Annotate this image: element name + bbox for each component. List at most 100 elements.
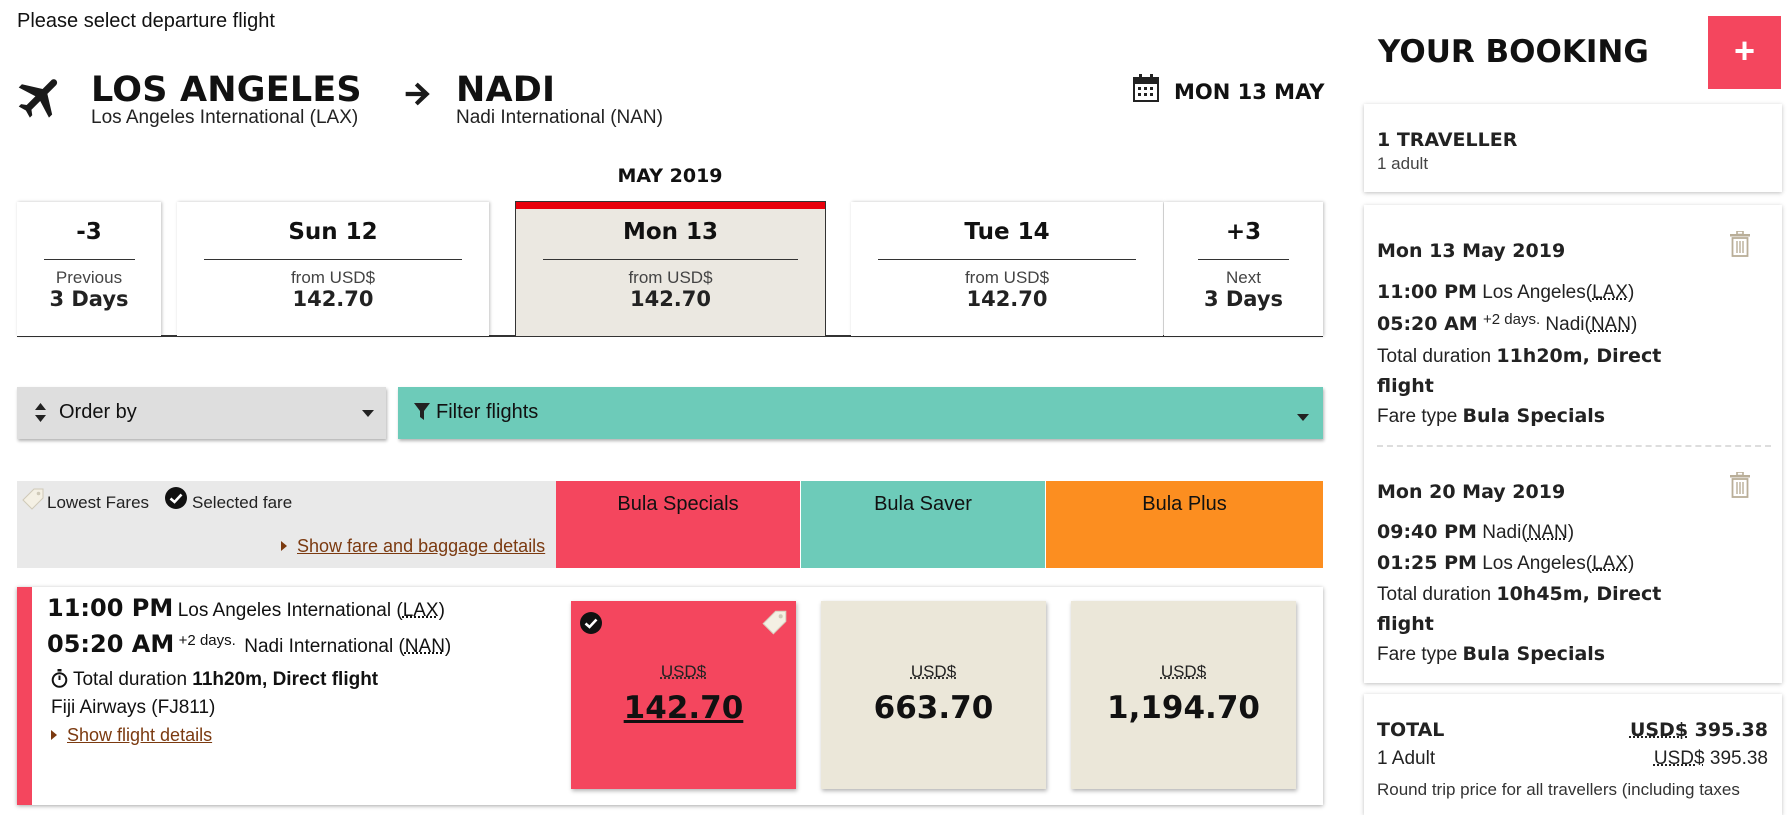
carrier: Fiji Airways (FJ811) bbox=[51, 697, 216, 718]
check-circle-icon bbox=[165, 487, 187, 509]
leg-fare-type: Fare type Bula Specials bbox=[1377, 405, 1606, 427]
date-previous-3-days[interactable]: -3 Previous 3 Days bbox=[17, 202, 161, 336]
departure-airport: Los Angeles International bbox=[177, 600, 392, 621]
stopwatch-icon bbox=[51, 669, 68, 688]
fare-price: 1,194.70 bbox=[1107, 690, 1260, 726]
trash-icon[interactable] bbox=[1729, 231, 1751, 257]
leg-arrival: 01:25 PM Los Angeles(LAX) bbox=[1377, 552, 1635, 574]
lowest-fares-label: Lowest Fares bbox=[47, 493, 150, 512]
sort-icon bbox=[35, 403, 46, 422]
selected-date[interactable]: MON 13 MAY bbox=[1174, 80, 1325, 104]
duration-value: 11h20m, Direct flight bbox=[192, 669, 379, 690]
date-title: Sun 12 bbox=[288, 219, 378, 245]
date-subtitle: Next bbox=[1226, 268, 1261, 287]
travellers-count: 1 TRAVELLER bbox=[1377, 129, 1518, 151]
date-strip-baseline bbox=[17, 335, 1323, 337]
date-next-3-days[interactable]: +3 Next 3 Days bbox=[1164, 202, 1323, 336]
date-price: 142.70 bbox=[629, 287, 712, 311]
date-title: Tue 14 bbox=[964, 219, 1050, 245]
leg-date: Mon 20 May 2019 bbox=[1377, 481, 1566, 503]
total-label: TOTAL bbox=[1377, 719, 1445, 741]
fare-legend: Lowest Fares Selected fare Show fare and… bbox=[17, 481, 569, 568]
date-title: +3 bbox=[1225, 219, 1262, 245]
order-by-dropdown[interactable]: Order by bbox=[17, 387, 386, 439]
date-title: Mon 13 bbox=[622, 219, 719, 245]
leg-arrival: 05:20 AM +2 days. Nadi(NAN) bbox=[1377, 311, 1638, 335]
legs-divider bbox=[1377, 445, 1771, 447]
departure-line: 11:00 PM Los Angeles International (LAX) bbox=[47, 594, 445, 622]
origin-airport: Los Angeles International (LAX) bbox=[91, 107, 359, 128]
leg-duration: Total duration 11h20m, Direct bbox=[1377, 345, 1662, 367]
flight-details-link[interactable]: Show flight details bbox=[51, 725, 212, 746]
filter-icon bbox=[414, 403, 430, 420]
order-by-label: Order by bbox=[59, 401, 137, 423]
fare-baggage-details-link[interactable]: Show fare and baggage details bbox=[281, 536, 545, 557]
adult-currency: USD$ bbox=[1653, 748, 1705, 769]
page-heading: Please select departure flight bbox=[17, 10, 275, 32]
check-circle-icon bbox=[580, 612, 602, 634]
arrival-plus-days: +2 days. bbox=[178, 632, 236, 649]
fare-baggage-details-text: Show fare and baggage details bbox=[297, 536, 546, 556]
fare-currency: USD$ bbox=[660, 662, 707, 681]
leg-duration: Total duration 10h45m, Direct bbox=[1377, 583, 1662, 605]
leg-duration-cont: flight bbox=[1377, 375, 1434, 397]
adult-price: USD$ 395.38 bbox=[1654, 748, 1768, 770]
date-price: 142.70 bbox=[966, 287, 1048, 311]
leg-fare-type: Fare type Bula Specials bbox=[1377, 643, 1606, 665]
calendar-icon[interactable] bbox=[1133, 74, 1159, 102]
travellers-sub: 1 adult bbox=[1377, 154, 1429, 173]
duration-line: Total duration 11h20m, Direct flight bbox=[51, 669, 378, 691]
add-button[interactable]: + bbox=[1708, 16, 1781, 89]
arrival-airport: Nadi International bbox=[244, 636, 394, 657]
fare-option-bula-saver[interactable]: USD$ 663.70 bbox=[821, 601, 1046, 789]
price-note: Round trip price for all travellers (inc… bbox=[1377, 780, 1740, 799]
date-tue-14[interactable]: Tue 14 from USD$ 142.70 bbox=[851, 202, 1163, 336]
trash-icon[interactable] bbox=[1729, 472, 1751, 498]
total-currency: USD$ bbox=[1629, 719, 1689, 741]
destination-city: NADI bbox=[456, 70, 556, 110]
fare-currency: USD$ bbox=[910, 662, 957, 681]
arrival-line: 05:20 AM +2 days. Nadi International (NA… bbox=[47, 630, 452, 658]
total-price: USD$ 395.38 bbox=[1630, 719, 1768, 741]
date-subtitle: from USD$ bbox=[628, 268, 713, 287]
fare-option-bula-plus[interactable]: USD$ 1,194.70 bbox=[1071, 601, 1296, 789]
date-price: 142.70 bbox=[292, 287, 374, 311]
fare-option-bula-specials[interactable]: USD$ 142.70 bbox=[571, 601, 796, 789]
filter-flights-dropdown[interactable]: Filter flights bbox=[398, 387, 1323, 439]
leg-date: Mon 13 May 2019 bbox=[1377, 240, 1566, 262]
date-value: 3 Days bbox=[49, 287, 129, 311]
flight-row-accent bbox=[17, 587, 32, 805]
date-subtitle: from USD$ bbox=[964, 268, 1050, 287]
fare-column-bula-saver: Bula Saver bbox=[801, 481, 1045, 568]
arrow-right-icon bbox=[405, 82, 430, 106]
lowest-fare-tag-icon bbox=[762, 610, 787, 635]
travellers-card: 1 TRAVELLER 1 adult bbox=[1364, 104, 1782, 192]
adult-label: 1 Adult bbox=[1377, 748, 1436, 769]
date-sun-12[interactable]: Sun 12 from USD$ 142.70 bbox=[177, 202, 489, 336]
date-value: 3 Days bbox=[1203, 287, 1284, 311]
total-amount: 395.38 bbox=[1694, 719, 1768, 741]
fare-price: 663.70 bbox=[873, 690, 994, 726]
flight-details-text: Show flight details bbox=[67, 725, 213, 745]
date-subtitle: Previous bbox=[55, 268, 123, 287]
triangle-right-icon bbox=[281, 541, 287, 551]
month-title: MAY 2019 bbox=[617, 165, 723, 187]
itinerary-card: Mon 13 May 2019 11:00 PM Los Angeles(LAX… bbox=[1364, 205, 1782, 683]
leg-departure: 11:00 PM Los Angeles(LAX) bbox=[1377, 281, 1635, 303]
adult-amount: 395.38 bbox=[1709, 748, 1768, 769]
fare-price: 142.70 bbox=[623, 690, 744, 726]
arrival-code: NAN bbox=[404, 636, 445, 657]
triangle-right-icon bbox=[51, 730, 57, 740]
date-title: -3 bbox=[76, 219, 102, 245]
departure-code: LAX bbox=[402, 600, 439, 621]
duration-label: Total duration bbox=[72, 669, 188, 690]
filter-label: Filter flights bbox=[436, 401, 539, 423]
date-mon-13-selected[interactable]: Mon 13 from USD$ 142.70 bbox=[516, 202, 825, 336]
plane-icon bbox=[18, 79, 58, 118]
date-subtitle: from USD$ bbox=[290, 268, 376, 287]
arrival-time: 05:20 AM bbox=[47, 630, 175, 658]
leg-departure: 09:40 PM Nadi(NAN) bbox=[1377, 521, 1575, 543]
price-tag-icon bbox=[22, 488, 44, 510]
fare-column-bula-specials: Bula Specials bbox=[556, 481, 800, 568]
leg-duration-cont: flight bbox=[1377, 613, 1434, 635]
